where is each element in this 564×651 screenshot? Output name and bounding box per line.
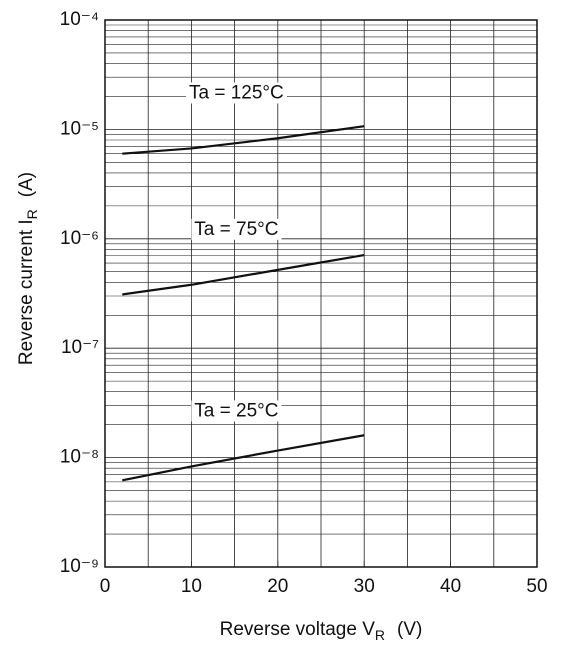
series-line [122, 253, 365, 296]
axis-label-unit: (V) [397, 619, 422, 640]
series-label-bg [191, 218, 282, 240]
xlabel-axis-label: Reverse voltage VR (V) [220, 619, 423, 643]
series-label-bg [191, 400, 282, 422]
ylabel-axis-label: Reverse current IR (A) [16, 172, 40, 365]
plot-frame [104, 19, 538, 568]
x-tick-label: 50 [526, 576, 547, 597]
y-tick-label: 10⁻⁴ [60, 9, 99, 30]
series-label-bg [186, 82, 287, 104]
y-tick-label: 10⁻⁹ [60, 556, 99, 577]
y-tick-label: 10⁻⁸ [60, 447, 99, 468]
axis-label-sub: R [375, 627, 385, 643]
y-tick-label: 10⁻⁵ [60, 118, 99, 139]
y-tick-label: 10⁻⁷ [61, 337, 99, 358]
axis-label-text: Reverse current I [16, 219, 37, 365]
series-label: Ta = 125°C [189, 82, 284, 103]
x-tick-label: 30 [354, 576, 375, 597]
y-tick-label: 10⁻⁶ [60, 228, 99, 249]
axis-label-text: Reverse voltage V [220, 619, 376, 640]
series-label: Ta = 25°C [194, 400, 278, 421]
series-label: Ta = 75°C [194, 219, 278, 240]
series-line [122, 125, 365, 155]
x-tick-label: 10 [181, 576, 202, 597]
axis-label-unit: (A) [16, 172, 37, 197]
axis-label-sub: R [24, 209, 40, 219]
x-tick-label: 0 [100, 576, 111, 597]
x-tick-label: 20 [267, 576, 288, 597]
x-tick-label: 40 [440, 576, 461, 597]
series-line [122, 434, 365, 482]
